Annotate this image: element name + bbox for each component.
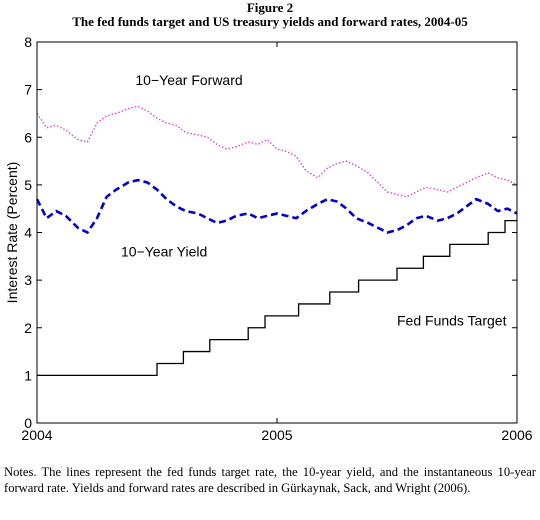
figure-notes: Notes. The lines represent the fed funds… (4, 465, 536, 495)
series-annotation: 10−Year Yield (121, 243, 207, 259)
y-tick-label: 3 (24, 272, 32, 288)
figure-label: Figure 2 (246, 0, 294, 15)
y-tick-label: 1 (24, 367, 32, 383)
series-annotation: Fed Funds Target (397, 312, 507, 328)
axes-layer: 0 1 2 3 4 5 6 7 8 2004 2005 2006 (21, 34, 532, 443)
y-tick-label: 6 (24, 129, 32, 145)
series-target-line (37, 219, 517, 377)
y-axis-label: Interest Rate (Percent) (4, 162, 20, 304)
y-tick-label: 7 (24, 82, 32, 98)
y-tick-label: 4 (24, 225, 32, 241)
figure-title: The fed funds target and US treasury yie… (72, 14, 468, 29)
series-yield-line (35, 178, 518, 235)
y-tick-label: 8 (24, 34, 32, 50)
series-layer (35, 105, 518, 377)
series-annotation: 10−Year Forward (135, 72, 242, 88)
x-tick-label: 2006 (501, 427, 532, 443)
x-tick-label: 2005 (261, 427, 292, 443)
x-tick-label: 2004 (21, 427, 52, 443)
plot-frame (36, 41, 518, 424)
y-tick-label: 0 (24, 415, 32, 431)
annotation-layer: 10−Year Forward 10−Year Yield Fed Funds Ta… (121, 72, 507, 329)
y-tick-label: 2 (24, 320, 32, 336)
y-tick-label: 5 (24, 177, 32, 193)
series-forward-line (36, 105, 518, 198)
